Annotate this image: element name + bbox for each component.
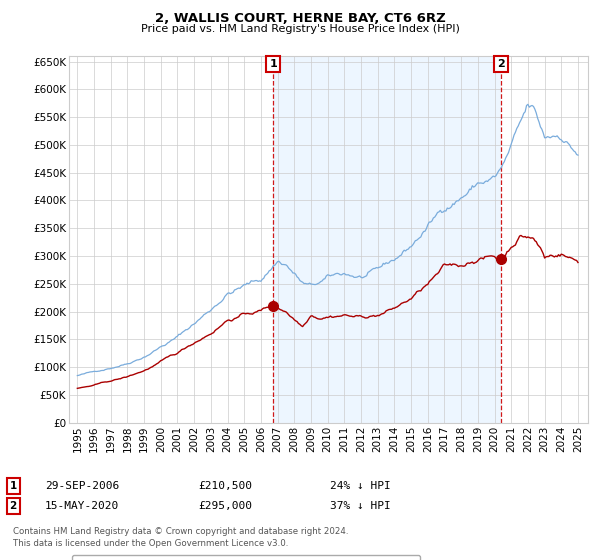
Text: Price paid vs. HM Land Registry's House Price Index (HPI): Price paid vs. HM Land Registry's House …	[140, 24, 460, 34]
Text: 15-MAY-2020: 15-MAY-2020	[45, 501, 119, 511]
Text: 1: 1	[269, 59, 277, 69]
Text: 29-SEP-2006: 29-SEP-2006	[45, 481, 119, 491]
Bar	[274, 56, 501, 423]
Text: Contains HM Land Registry data © Crown copyright and database right 2024.: Contains HM Land Registry data © Crown c…	[13, 528, 349, 536]
Text: This data is licensed under the Open Government Licence v3.0.: This data is licensed under the Open Gov…	[13, 539, 289, 548]
Text: 2: 2	[497, 59, 505, 69]
Text: 24% ↓ HPI: 24% ↓ HPI	[330, 481, 391, 491]
Text: 37% ↓ HPI: 37% ↓ HPI	[330, 501, 391, 511]
Text: 2, WALLIS COURT, HERNE BAY, CT6 6RZ: 2, WALLIS COURT, HERNE BAY, CT6 6RZ	[155, 12, 445, 25]
Text: £295,000: £295,000	[198, 501, 252, 511]
Text: £210,500: £210,500	[198, 481, 252, 491]
Legend: 2, WALLIS COURT, HERNE BAY, CT6 6RZ (detached house), HPI: Average price, detach: 2, WALLIS COURT, HERNE BAY, CT6 6RZ (det…	[71, 554, 420, 560]
Text: 2: 2	[10, 501, 17, 511]
Text: 1: 1	[10, 481, 17, 491]
